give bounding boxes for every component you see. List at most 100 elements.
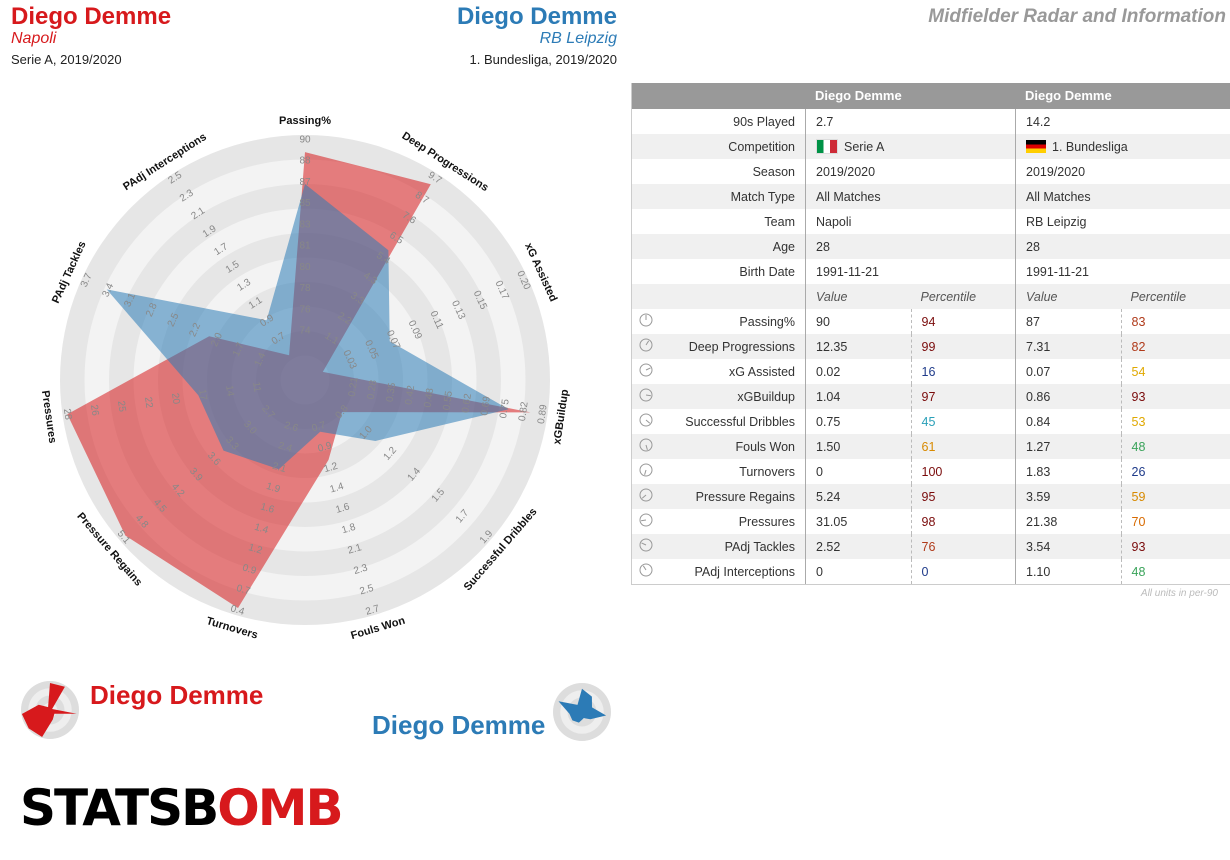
metric-label: Fouls Won <box>735 439 795 454</box>
radar-tick-label: 20 <box>169 392 182 405</box>
radar-tick-label: 1.4 <box>253 522 270 537</box>
metric-cell-b: 1.27 48 <box>1015 434 1225 459</box>
radar-tick-label: 0.75 <box>498 398 512 419</box>
legend-player2-name: Diego Demme <box>372 710 546 740</box>
radar-tick-label: 2.4 <box>277 440 294 455</box>
metric-percentile: 100 <box>910 459 1016 484</box>
table-row: Turnovers 0 100 1.83 26 <box>632 459 1230 484</box>
metric-percentile: 83 <box>1120 309 1226 334</box>
table-row: Deep Progressions 12.35 99 7.31 82 <box>632 334 1230 359</box>
radar-tick-label: 0.35 <box>385 382 399 403</box>
info-text-b: 2019/2020 <box>1026 164 1086 179</box>
radar-tick-label: 1.6 <box>259 501 276 516</box>
radar-tick-label: 1.2 <box>247 542 264 557</box>
info-text-b: All Matches <box>1026 189 1091 204</box>
info-label: Team <box>764 214 795 229</box>
radar-tick-label: 2.0 <box>209 331 225 349</box>
metric-label: Successful Dribbles <box>685 414 795 429</box>
radar-axis-label: xGBuildup <box>551 388 571 445</box>
radar-tick-label: 2.8 <box>144 301 160 319</box>
metric-cell-b: 87 83 <box>1015 309 1225 334</box>
metric-label: Pressure Regains <box>695 489 795 504</box>
table-header-player2: Diego Demme <box>1025 88 1112 103</box>
radar-tick-label: 28 <box>61 408 74 421</box>
radar-tick-label: 0.7 <box>235 583 252 598</box>
metric-cell-b: 1.83 26 <box>1015 459 1225 484</box>
radar-tick-label: 3.1 <box>122 291 138 309</box>
radar-tick-label: 0.28 <box>366 379 380 400</box>
info-text-a: 2.7 <box>816 114 834 129</box>
info-text-b: 1. Bundesliga <box>1052 139 1128 154</box>
radar-tick-label: 0.42 <box>404 384 418 405</box>
page-title: Midfielder Radar and Information <box>928 6 1226 27</box>
radar-tick-label: 3.7 <box>79 271 95 289</box>
info-text-b: 28 <box>1026 239 1040 254</box>
metric-percentile: 48 <box>1120 559 1226 584</box>
radar-tick-label: 1.6 <box>335 501 352 516</box>
stat-clock-icon <box>632 513 660 530</box>
metric-label: xG Assisted <box>729 364 795 379</box>
metric-value: 0 <box>816 464 823 479</box>
metric-value: 90 <box>816 314 830 329</box>
table-subheader: Value Percentile Value Percentile <box>632 284 1230 309</box>
metric-value: 0.02 <box>816 364 841 379</box>
radar-tick-label: 0.4 <box>229 603 246 618</box>
metric-value: 0.07 <box>1026 364 1051 379</box>
metric-percentile: 93 <box>1120 384 1226 409</box>
metric-percentile: 61 <box>910 434 1016 459</box>
table-row: xG Assisted 0.02 16 0.07 54 <box>632 359 1230 384</box>
radar-tick-label: 76 <box>299 304 311 315</box>
metric-cell-b: 21.38 70 <box>1015 509 1225 534</box>
metric-percentile: 99 <box>910 334 1016 359</box>
metric-value: 1.27 <box>1026 439 1051 454</box>
info-text-b: 14.2 <box>1026 114 1051 129</box>
metric-percentile: 53 <box>1120 409 1226 434</box>
metric-value: 1.50 <box>816 439 841 454</box>
table-row: Team Napoli RB Leipzig <box>632 209 1230 234</box>
radar-axis-label: Turnovers <box>205 615 259 641</box>
metric-cell-b: 1.10 48 <box>1015 559 1225 584</box>
subheader-percentile: Percentile <box>1130 289 1187 304</box>
info-value-a: All Matches <box>805 184 1015 209</box>
player2-radar-area <box>106 184 509 470</box>
metric-value: 1.04 <box>816 389 841 404</box>
stat-clock-icon <box>632 438 660 455</box>
player2-team: RB Leipzig <box>539 30 617 47</box>
metric-value: 5.24 <box>816 489 841 504</box>
table-row: Age 28 28 <box>632 234 1230 259</box>
metric-label: Passing% <box>739 314 795 329</box>
info-label: Birth Date <box>739 264 795 279</box>
radar-tick-label: 22 <box>142 396 155 409</box>
radar-tick-label: 85 <box>299 198 311 209</box>
radar-tick-label: 14 <box>223 385 236 398</box>
radar-tick-label: 2.6 <box>283 420 300 435</box>
info-text-a: 2019/2020 <box>816 164 876 179</box>
radar-tick-label: 87 <box>299 177 311 188</box>
table-row: xGBuildup 1.04 97 0.86 93 <box>632 384 1230 409</box>
metric-percentile: 97 <box>910 384 1016 409</box>
metric-value: 0 <box>816 564 823 579</box>
metric-value: 3.54 <box>1026 539 1051 554</box>
info-value-a: Serie A <box>805 134 1015 159</box>
table-row: PAdj Interceptions 0 0 1.10 48 <box>632 559 1230 584</box>
info-value-a: 2.7 <box>805 109 1015 134</box>
player-info-table: Diego Demme Diego Demme 90s Played 2.7 14.… <box>631 83 1230 585</box>
subheader-value: Value <box>1026 289 1058 304</box>
metric-percentile: 16 <box>910 359 1016 384</box>
info-value-b: 2019/2020 <box>1015 159 1225 184</box>
info-text-a: Serie A <box>844 139 885 154</box>
radar-tick-label: 74 <box>299 326 311 337</box>
stat-clock-icon <box>632 488 660 505</box>
metric-cell-a: 0.75 45 <box>805 409 1015 434</box>
radar-tick-label: 1.8 <box>341 522 358 537</box>
metric-percentile: 26 <box>1120 459 1226 484</box>
info-label: 90s Played <box>733 114 795 129</box>
table-row: Competition Serie A 1. Bundesliga <box>632 134 1230 159</box>
germany-flag-icon <box>1026 140 1046 153</box>
metric-percentile: 45 <box>910 409 1016 434</box>
metric-value: 0.84 <box>1026 414 1051 429</box>
stat-clock-icon <box>632 463 660 480</box>
stat-clock-icon <box>632 388 660 405</box>
info-text-b: RB Leipzig <box>1026 214 1087 229</box>
